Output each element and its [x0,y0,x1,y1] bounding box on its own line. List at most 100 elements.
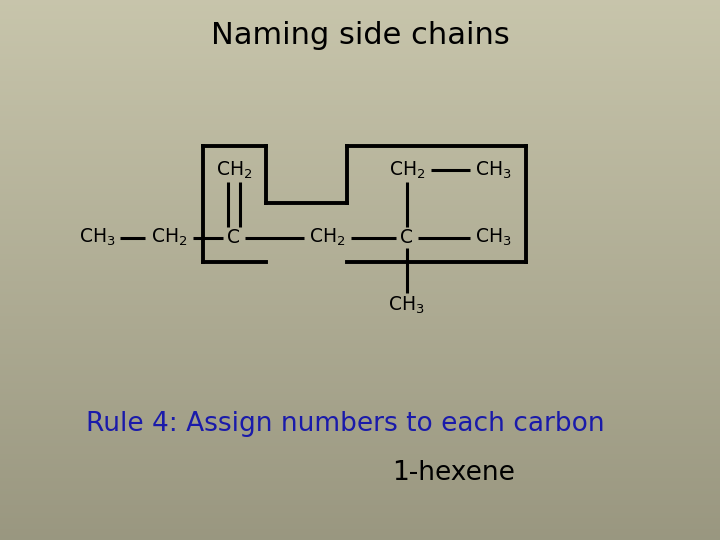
Bar [0,451,720,454]
Bar [0,46,720,49]
Bar [0,105,720,108]
Bar [0,310,720,313]
Bar [0,472,720,475]
Bar [0,151,720,154]
Bar [0,367,720,370]
Bar [0,154,720,157]
Bar [0,221,720,224]
Bar [0,292,720,294]
Text: Naming side chains: Naming side chains [211,21,509,50]
Bar [0,300,720,302]
Bar [0,173,720,176]
Bar [0,464,720,467]
Bar [0,486,720,489]
Text: CH$_2$: CH$_2$ [216,159,252,181]
Bar [0,181,720,184]
Bar [0,178,720,181]
Bar [0,143,720,146]
Bar [0,186,720,189]
Bar [0,502,720,505]
Bar [0,167,720,170]
Bar [0,213,720,216]
Bar [0,432,720,435]
Bar [0,281,720,284]
Bar [0,313,720,316]
Bar [0,397,720,400]
Bar [0,289,720,292]
Bar [0,446,720,448]
Bar [0,70,720,73]
Bar [0,319,720,321]
Bar [0,251,720,254]
Bar [0,246,720,248]
Bar [0,294,720,297]
Bar [0,378,720,381]
Bar [0,494,720,497]
Bar [0,40,720,43]
Bar [0,524,720,526]
Bar [0,0,720,3]
Bar [0,373,720,375]
Bar [0,78,720,81]
Bar [0,176,720,178]
Bar [0,348,720,351]
Bar [0,240,720,243]
Bar [0,32,720,35]
Bar [0,103,720,105]
Bar [0,424,720,427]
Bar [0,440,720,443]
Bar [0,68,720,70]
Bar [0,448,720,451]
Bar [0,127,720,130]
Bar [0,375,720,378]
Bar [0,184,720,186]
Bar [0,327,720,329]
Bar [0,521,720,524]
Bar [0,135,720,138]
Bar [0,208,720,211]
Bar [0,267,720,270]
Bar [0,81,720,84]
Bar [0,243,720,246]
Bar [0,8,720,11]
Bar [0,354,720,356]
Text: C: C [400,228,413,247]
Bar [0,265,720,267]
Bar [0,194,720,197]
Bar [0,5,720,8]
Bar [0,94,720,97]
Bar [0,254,720,256]
Bar [0,238,720,240]
Bar [0,343,720,346]
Bar [0,202,720,205]
Bar [0,478,720,481]
Bar [0,111,720,113]
Bar [0,22,720,24]
Bar [0,454,720,456]
Bar [0,467,720,470]
Bar [0,421,720,424]
Bar [0,89,720,92]
Bar [0,270,720,273]
Bar [0,443,720,445]
Bar [0,130,720,132]
Bar [0,386,720,389]
Bar [0,197,720,200]
Bar [0,392,720,394]
Bar [0,38,720,40]
Bar [0,224,720,227]
Bar [0,332,720,335]
Bar [0,108,720,111]
Bar [0,3,720,5]
Bar [0,138,720,140]
Bar [0,235,720,238]
Bar [0,11,720,14]
Bar [0,462,720,464]
Bar [0,284,720,286]
Bar [0,216,720,219]
Bar [0,346,720,348]
Bar [0,416,720,418]
Bar [0,500,720,502]
Bar [0,324,720,327]
Bar [0,119,720,122]
